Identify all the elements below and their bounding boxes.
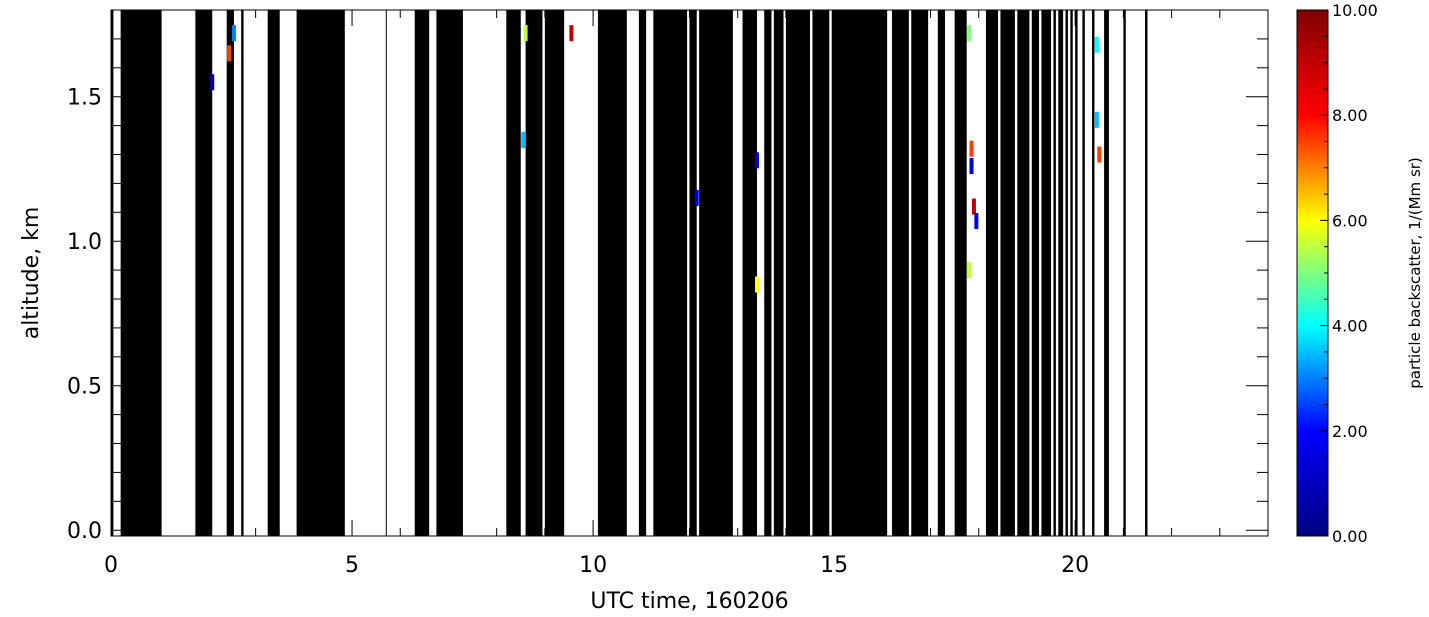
colorbar-tick-label: 10.00 [1332, 1, 1378, 20]
masked-interval [195, 10, 213, 536]
y-axis-label: altitude, km [19, 207, 44, 340]
masked-interval [436, 10, 463, 536]
masked-interval [1065, 10, 1068, 536]
masked-interval [525, 10, 543, 536]
colorbar-ticks: 0.00 2.00 4.00 6.00 8.00 10.00 [1320, 1, 1378, 546]
colorbar-tick-label: 0.00 [1332, 527, 1368, 546]
x-tick-label: 10 [579, 553, 607, 578]
masked-interval [1053, 10, 1056, 536]
backscatter-point [971, 198, 976, 215]
x-tick-label: 0 [104, 553, 118, 578]
masked-interval [1123, 10, 1126, 536]
backscatter-point [227, 45, 232, 62]
backscatter-point [1097, 146, 1102, 163]
x-tick-label: 5 [345, 553, 359, 578]
masked-interval [891, 10, 909, 536]
backscatter-point [754, 276, 759, 293]
backscatter-point [1094, 111, 1099, 128]
x-tick-label: 20 [1061, 553, 1089, 578]
masked-interval [226, 10, 234, 536]
masked-interval [1000, 10, 1015, 536]
masked-interval [831, 10, 888, 536]
backscatter-point [694, 189, 699, 206]
masked-interval [1031, 10, 1040, 536]
backscatter-point [967, 25, 972, 42]
masked-interval [1058, 10, 1064, 536]
y-tick-label: 1.0 [67, 230, 102, 255]
masked-interval [544, 10, 565, 536]
masked-interval [1104, 10, 1109, 536]
masked-interval [638, 10, 647, 536]
y-tick-label: 0.0 [67, 519, 102, 544]
plot-cells [111, 10, 1148, 536]
x-axis: 0 5 10 15 20 [104, 10, 1269, 578]
masked-interval [812, 10, 830, 536]
masked-interval [120, 10, 162, 536]
colorbar-tick-label: 2.00 [1332, 422, 1368, 441]
masked-interval [241, 10, 244, 536]
x-tick-label: 15 [820, 553, 848, 578]
backscatter-points [210, 25, 1102, 293]
y-axis: 0.0 0.5 1.0 1.5 [67, 9, 1268, 544]
masked-interval [267, 10, 280, 536]
backscatter-point [1094, 36, 1099, 53]
masked-interval [1017, 10, 1030, 536]
masked-interval [653, 10, 688, 536]
backscatter-point [231, 25, 236, 42]
x-axis-label: UTC time, 160206 [590, 589, 788, 614]
masked-interval [911, 10, 929, 536]
masked-interval [1092, 10, 1095, 536]
y-tick-label: 0.5 [67, 375, 102, 400]
masked-interval [385, 10, 387, 536]
masked-interval [699, 10, 733, 536]
masked-interval [1145, 10, 1148, 536]
colorbar [1296, 9, 1329, 537]
colorbar-tick-label: 4.00 [1332, 317, 1368, 336]
masked-interval [1082, 10, 1085, 536]
masked-interval [414, 10, 430, 536]
masked-interval [742, 10, 757, 536]
backscatter-point [521, 132, 526, 149]
backscatter-point [974, 212, 979, 229]
masked-interval [111, 10, 114, 536]
backscatter-point [569, 25, 574, 42]
backscatter-point [210, 74, 215, 91]
masked-interval [597, 10, 627, 536]
colorbar-tick-label: 6.00 [1332, 211, 1368, 230]
masked-interval [954, 10, 967, 536]
masked-interval [689, 10, 697, 536]
colorbar-tick-label: 8.00 [1332, 106, 1368, 125]
masked-interval [985, 10, 999, 536]
masked-interval [296, 10, 345, 536]
y-tick-label: 1.5 [67, 86, 102, 111]
masked-interval [506, 10, 521, 536]
masked-interval [1041, 10, 1052, 536]
masked-interval [773, 10, 784, 536]
masked-interval [785, 10, 811, 536]
colorbar-label: particle backscatter, 1/(Mm sr) [1406, 157, 1424, 389]
masked-interval [764, 10, 772, 536]
backscatter-point [967, 262, 972, 279]
masked-interval [937, 10, 946, 536]
backscatter-point [523, 25, 528, 42]
backscatter-point [969, 140, 974, 157]
masked-interval [1075, 10, 1078, 536]
backscatter-point [969, 158, 974, 175]
masked-interval [1070, 10, 1073, 536]
backscatter-point [754, 152, 759, 169]
